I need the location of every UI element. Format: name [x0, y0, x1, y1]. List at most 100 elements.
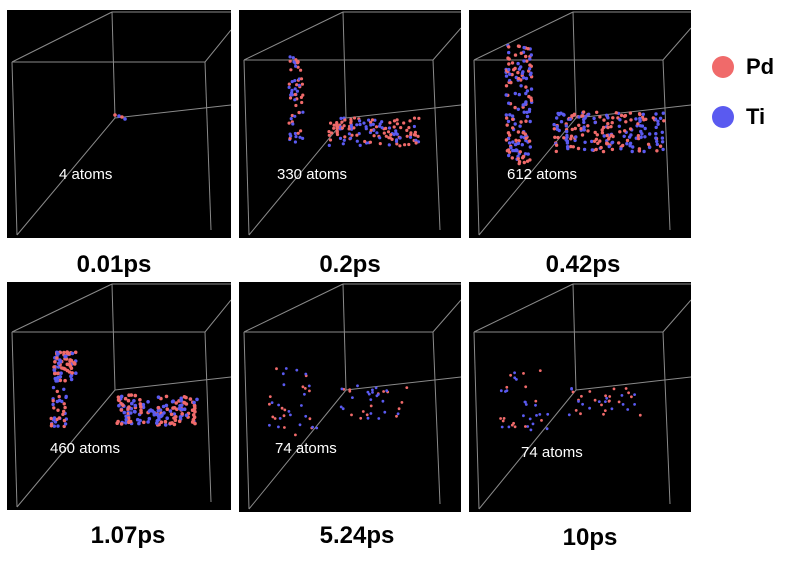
atom-dot [289, 117, 293, 121]
atom-dot [294, 103, 298, 108]
atom-dot [630, 149, 634, 154]
atom-dot [342, 124, 346, 128]
atom-dot [598, 115, 602, 119]
atom-dot [293, 87, 297, 91]
atom-dot [62, 424, 66, 429]
atom-dot [617, 124, 621, 128]
atom-dot [298, 135, 302, 139]
atom-dot [348, 389, 352, 393]
atom-dot [507, 153, 511, 158]
atom-dot [658, 144, 663, 148]
atom-dot [295, 83, 299, 87]
atom-dot [524, 76, 529, 81]
atom-dot [505, 116, 509, 120]
atom-dot [656, 119, 660, 124]
atom-dot [565, 135, 569, 139]
atom-dot [519, 135, 523, 139]
atom-dot [63, 354, 67, 359]
atom-dot [343, 135, 347, 139]
atom-dot [586, 124, 590, 128]
atom-dot [524, 91, 528, 96]
atom-dot [604, 400, 607, 403]
atom-dot [507, 50, 511, 55]
atom-dot [577, 400, 580, 403]
atom-dot [504, 74, 509, 78]
atom-dot [509, 146, 513, 150]
atom-dot [519, 84, 523, 88]
atom-dot [61, 412, 65, 417]
atom-dot [570, 127, 574, 132]
atom-dot [292, 60, 296, 64]
atom-dot [660, 136, 665, 140]
atom-dot [329, 121, 333, 125]
atom-dot [399, 126, 403, 130]
atom-dot [157, 417, 161, 422]
atom-cluster [113, 113, 127, 121]
atom-dot [303, 387, 307, 390]
atom-dot [522, 160, 526, 165]
atom-dot [552, 122, 556, 127]
snapshot-panel-3: 612 atoms [469, 10, 691, 238]
atom-dot [372, 128, 376, 132]
atom-dot [371, 391, 374, 394]
atom-dot [366, 416, 370, 420]
atom-dot [513, 105, 517, 110]
atom-dot [273, 417, 277, 420]
atom-dot [605, 133, 609, 138]
atom-dot [301, 385, 305, 389]
atom-dot [590, 148, 594, 152]
atom-dot [69, 377, 74, 382]
atom-dot [283, 426, 286, 429]
time-label: 5.24ps [319, 522, 395, 549]
atom-dot [582, 128, 586, 132]
atom-count-label: 330 atoms [277, 166, 348, 183]
atom-dot [606, 125, 610, 130]
atom-dot [378, 136, 382, 140]
atom-dot [647, 145, 652, 150]
atom-dot [624, 387, 628, 390]
atom-dot [661, 147, 665, 152]
atom-dot [522, 45, 526, 50]
atom-dot [628, 127, 633, 131]
atom-dot [507, 62, 511, 66]
atom-dot [349, 121, 353, 125]
atom-dot [625, 142, 629, 146]
atom-dot [511, 140, 515, 144]
atom-dot [569, 144, 573, 149]
atom-dot [135, 417, 140, 422]
atom-dot [582, 147, 587, 152]
atom-dot [327, 143, 331, 147]
atom-dot [182, 407, 187, 411]
atom-dot [56, 361, 61, 366]
atom-dot [152, 412, 157, 417]
atom-dot [380, 120, 384, 124]
atom-dot [583, 140, 587, 144]
atom-dot [315, 426, 319, 430]
atom-dot [278, 417, 282, 420]
atom-dot [367, 118, 371, 122]
atom-dot [287, 121, 291, 125]
atom-dot [53, 360, 57, 364]
atom-dot [564, 124, 568, 128]
atom-dot [184, 413, 189, 417]
atom-dot [299, 68, 303, 72]
atom-dot [147, 416, 152, 421]
atom-dot [174, 415, 178, 419]
atom-dot [397, 407, 401, 411]
atom-dot [138, 402, 143, 406]
atom-dot [52, 406, 56, 410]
atom-dot [570, 387, 573, 391]
atom-dot [501, 419, 505, 423]
atom-dot [299, 77, 304, 81]
atom-dot [156, 409, 161, 413]
atom-dot [636, 122, 640, 126]
atom-dot [617, 400, 621, 404]
atom-dot [138, 398, 142, 402]
atom-dot [557, 112, 561, 117]
atom-dot [137, 421, 141, 426]
atom-dot [128, 419, 133, 424]
atom-dot [277, 403, 280, 407]
atom-dot [53, 376, 58, 381]
atom-dot [633, 393, 636, 396]
atom-dot [572, 113, 576, 118]
